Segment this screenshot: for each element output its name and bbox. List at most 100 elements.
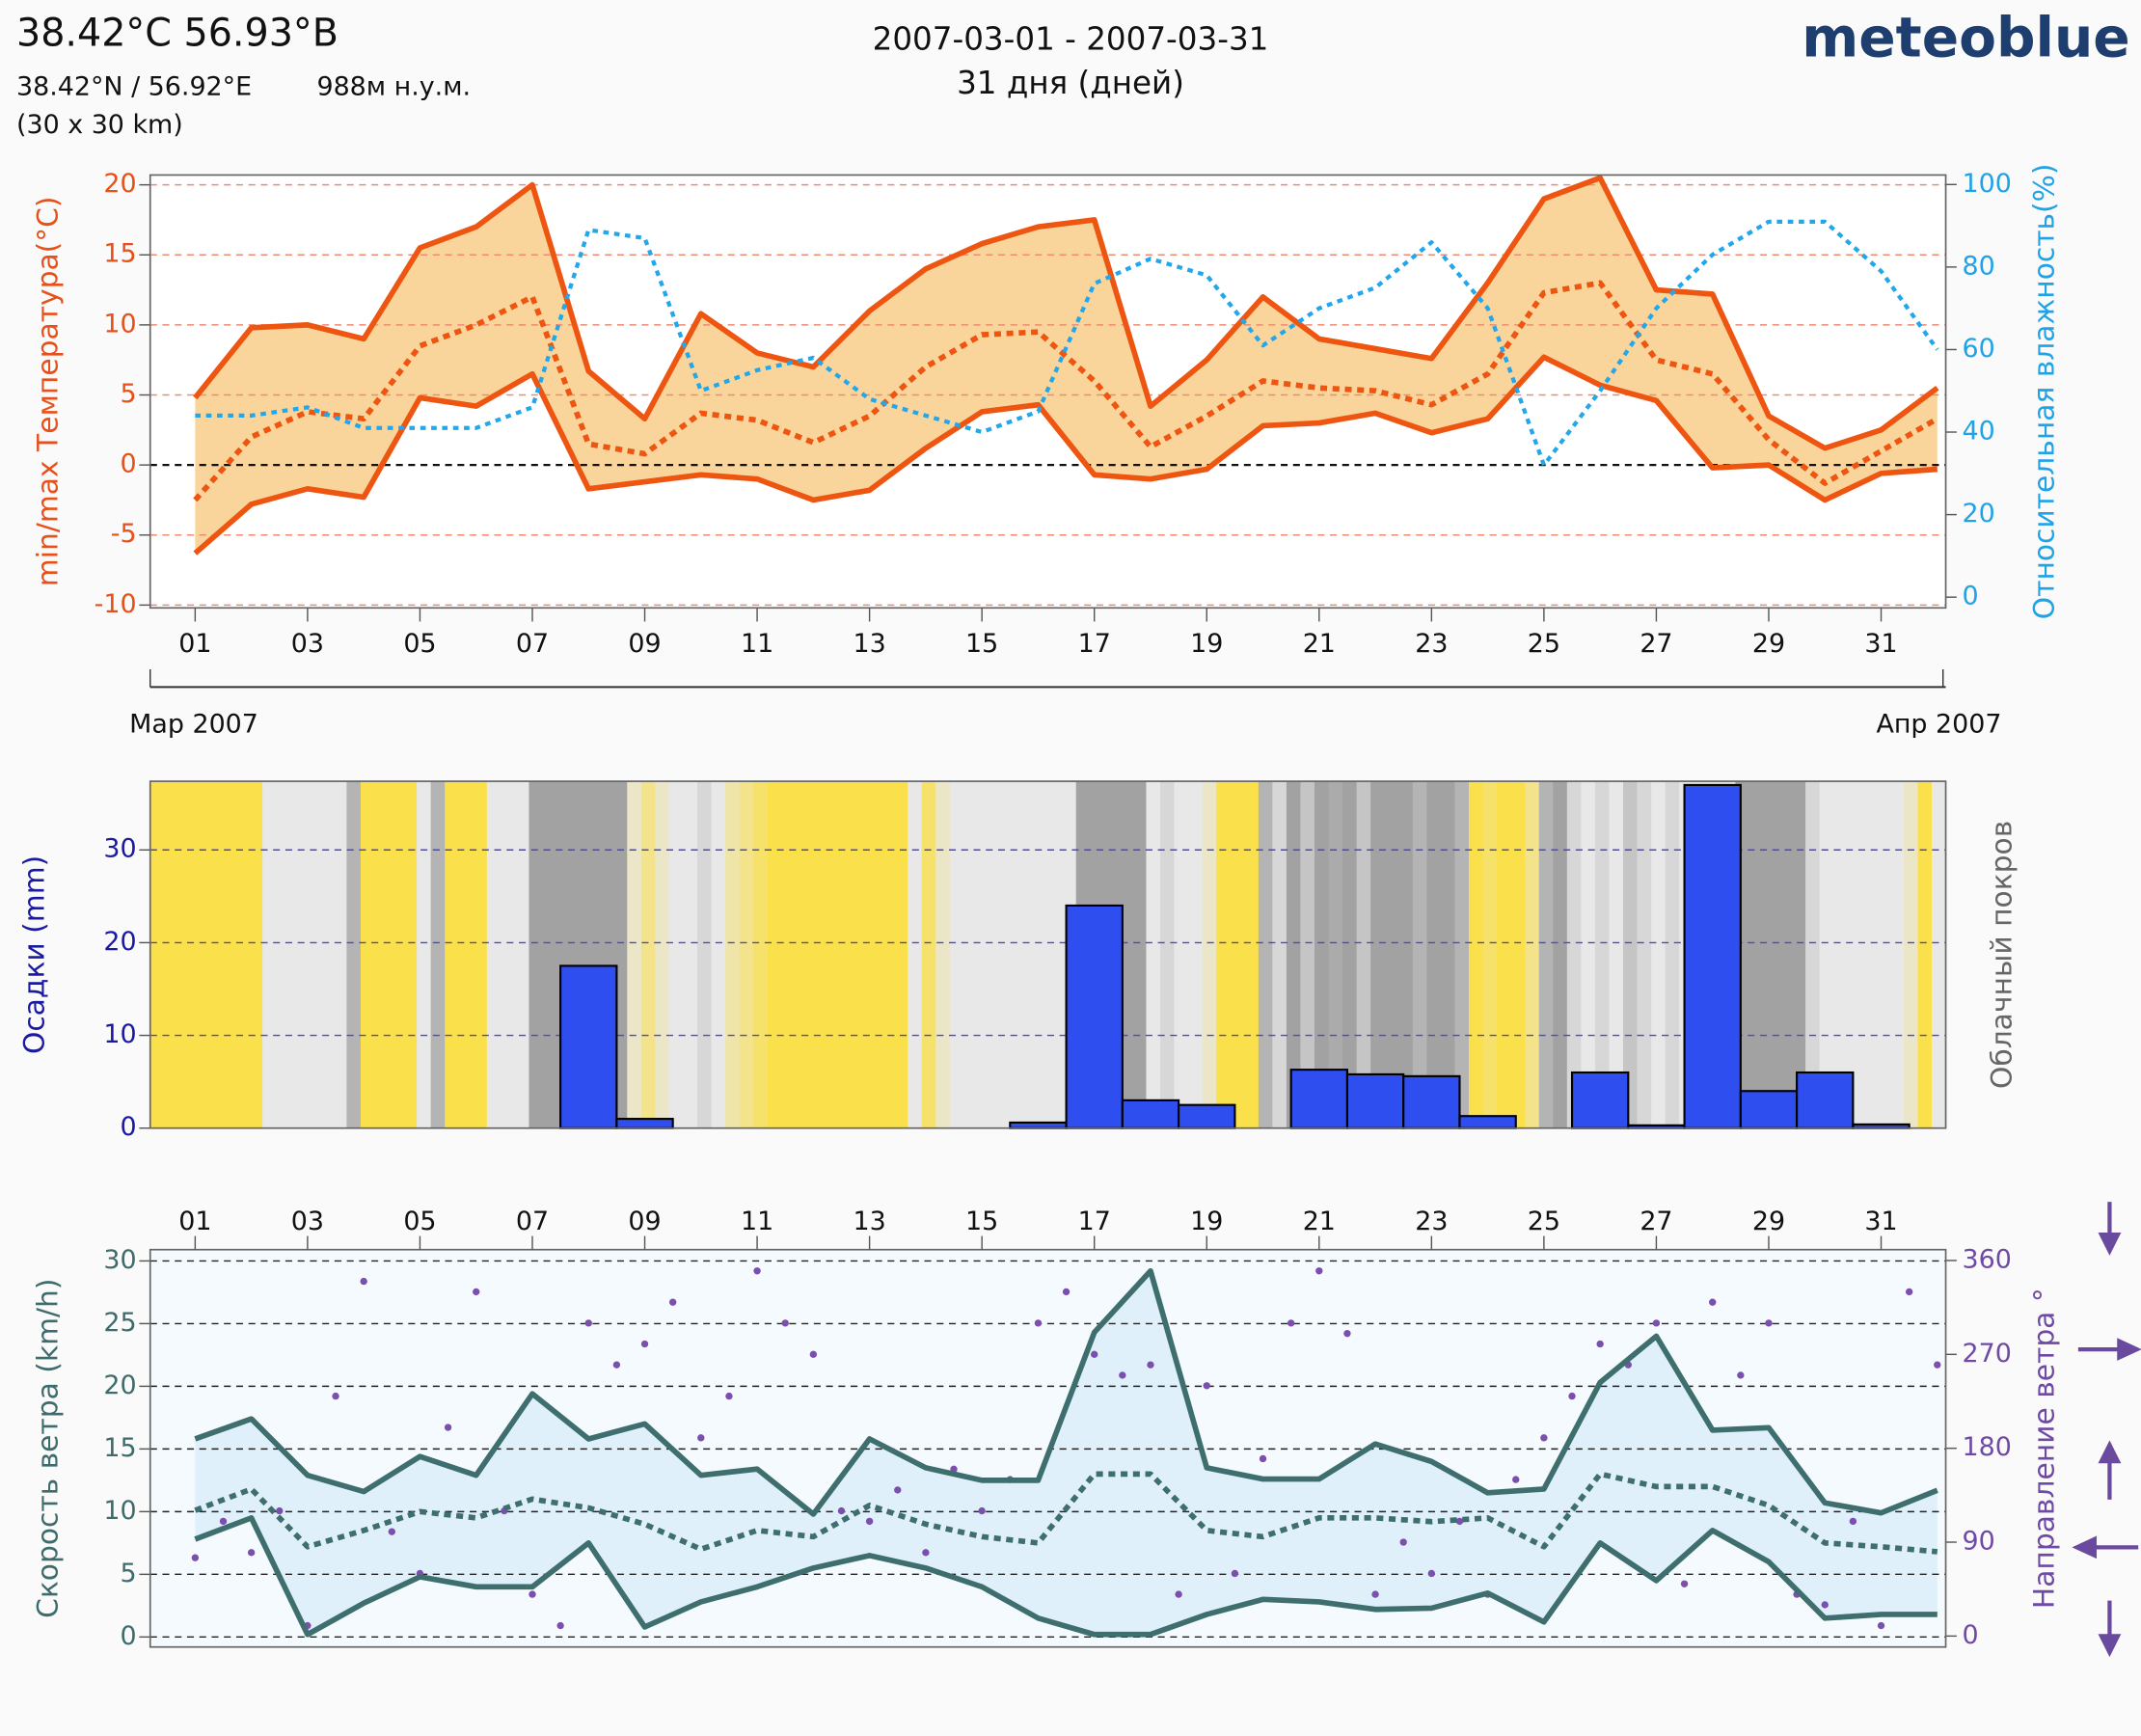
cloud-stripe [332,781,348,1128]
y2-axis-label: Облачный покров [1986,821,2019,1089]
direction-dot [978,1506,986,1515]
cloud-stripe [1286,781,1302,1128]
direction-dot [1371,1590,1379,1598]
cloud-stripe [697,781,713,1128]
cloud-stripe [1258,781,1274,1128]
cloud-stripe [1763,781,1778,1128]
cloud-stripe [1146,781,1161,1128]
x-tick-label: 11 [741,1207,773,1236]
cloud-stripe [781,781,797,1128]
y-axis-label: Осадки (mm) [17,855,51,1054]
y-tick-label: 20 [103,169,136,199]
cloud-stripe [1553,781,1568,1128]
y2-tick-label: 80 [1963,251,1995,281]
direction-dot [837,1506,846,1515]
cloud-stripe [177,781,194,1128]
direction-dot [668,1298,677,1306]
direction-dot [473,1288,480,1296]
line [193,175,1939,451]
y-tick-label: -5 [111,519,137,549]
x-tick-label: 11 [741,629,773,659]
y2-tick-label: 90 [1963,1527,1995,1557]
day-count: 31 дня (дней) [957,65,1184,101]
x-tick-label: 13 [854,629,886,659]
precip-bar [1683,783,1742,1129]
cloud-stripe [865,781,881,1128]
x-tick-label: 01 [178,629,211,659]
cloud-stripe [1651,781,1667,1128]
cloud-stripe [276,781,292,1128]
y-tick-label: 15 [103,1433,136,1463]
cloud-stripe [262,781,278,1128]
cloud-stripe [852,781,867,1128]
y2-tick-label: 0 [1963,1620,1979,1650]
direction-dot [1231,1569,1239,1578]
y-axis-label: Скорость ветра (km/h) [31,1279,65,1618]
direction-dot [1147,1361,1154,1369]
direction-dot [1821,1601,1829,1609]
y-tick-label: 30 [103,1245,136,1275]
x-tick-label: 31 [1864,1207,1897,1236]
direction-dot [697,1434,705,1442]
direction-dot [191,1554,200,1561]
cloud-stripe [767,781,783,1128]
cloud-stripe [1581,781,1596,1128]
direction-dot [1709,1298,1717,1306]
y2-tick-label: 40 [1963,417,1995,447]
direction-dot [1399,1538,1407,1546]
y-tick-label: 10 [103,1019,136,1049]
cloud-stripe [346,781,362,1128]
precip-bar [615,1118,674,1129]
period: 2007-03-01 - 2007-03-31 [873,21,1269,58]
cloud-stripe [304,781,320,1128]
x-tick-label: 19 [1190,1207,1223,1236]
cloud-stripe [1356,781,1372,1128]
cloud-stripe [1131,781,1148,1128]
location-title: 38.42°C 56.93°В [16,12,339,56]
direction-dot [1737,1371,1745,1379]
plot-frame [149,174,1947,610]
cloud-stripe [360,781,376,1128]
direction-dot [1034,1319,1043,1327]
cloud-stripe [1314,781,1330,1128]
arrow-head [2072,1535,2097,1560]
cloud-stripe [1216,781,1232,1128]
plot-frame [149,1248,1947,1648]
cloud-stripe [1426,781,1442,1128]
cloud-stripe [458,781,474,1128]
cloud-stripe [1637,781,1652,1128]
precip-bar [1345,1072,1405,1129]
direction-dot [1934,1361,1941,1369]
cloud-stripe [1889,781,1905,1128]
cloud-stripe [1510,781,1527,1128]
cloud-stripe [1833,781,1849,1128]
cloud-stripe [205,781,222,1128]
cloud-stripe [977,781,993,1128]
cloud-stripe [486,781,502,1128]
cloud-stripe [627,781,642,1128]
x-tick-label: 19 [1190,629,1223,659]
y2-axis-label: Относительная влажность(%) [2027,164,2061,620]
y2-tick-label: 180 [1963,1432,2012,1462]
cloud-stripe [1665,781,1681,1128]
direction-dot [781,1319,789,1327]
cloud-stripe [1791,781,1806,1128]
direction-dot [1119,1371,1126,1379]
direction-dot [1905,1288,1913,1296]
x-tick-label: 25 [1528,629,1560,659]
cloud-stripe [430,781,447,1128]
direction-dot [1427,1569,1436,1578]
cloud-stripe [1748,781,1765,1128]
cloud-stripe [220,781,235,1128]
x-tick-label: 27 [1640,1207,1672,1236]
direction-dot [1765,1319,1773,1327]
arrow-head [2117,1338,2141,1361]
direction-dot [556,1621,564,1630]
y2-axis-label: Направление ветра ° [2027,1288,2061,1609]
cloud-stripe [234,781,250,1128]
cloud-stripe [248,781,263,1128]
cloud-stripe [1875,781,1891,1128]
direction-dot [612,1361,621,1369]
x-tick-label: 15 [965,629,998,659]
cloud-stripe [1244,781,1260,1128]
